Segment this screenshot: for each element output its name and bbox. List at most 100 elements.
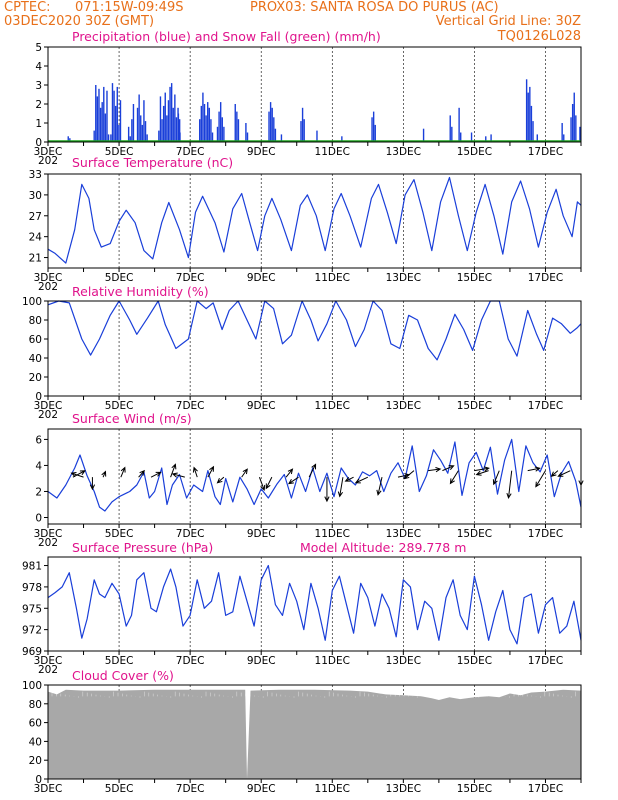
precip-bar [136,107,139,142]
wind-vector [192,466,198,478]
wind-vector [449,470,459,485]
wind-xtick-label: 13DEC [386,528,421,540]
wind-vector [428,467,442,473]
header-grid-line: Vertical Grid Line: 30Z [436,14,581,29]
precip-bar [422,128,425,142]
precip-bar [485,136,487,142]
precip-bar [146,134,148,142]
temperature-xtick-label: 3DEC [34,272,63,284]
cloud-frame [47,684,582,780]
cloud-ytick-label: 0 [35,774,42,786]
precip-bar [177,113,180,142]
precip-bar [159,96,162,142]
temperature-xtick-label: 9DEC [247,272,276,284]
precip-bar [573,92,575,142]
pressure-xtick-label: 3DEC [34,655,63,667]
header-model-id: TQ0126L028 [497,29,581,44]
pressure-frame [47,556,582,652]
wind-vector [376,477,383,496]
precip-xtick-label: 15DEC [457,146,492,158]
precip-bar [579,126,581,142]
precip-bar [98,88,100,142]
cloud-ytick-label: 60 [29,718,42,730]
precip-bar [449,115,451,142]
precip-bar [490,134,492,142]
temperature-line [47,176,582,264]
precip-bar [164,92,166,142]
pressure-xtick-label: 13DEC [386,655,421,667]
wind-ytick-label: 2 [35,486,42,498]
precip-bar [563,134,565,142]
wind-xtick-label: 7DEC [176,528,205,540]
precip-bar [570,117,572,142]
precip-bar [246,132,249,142]
precip-bar [174,94,176,142]
precip-bar [114,105,117,142]
wind-vector [492,470,500,486]
header-station: PROX03: SANTA ROSA DO PURUS (AC) [250,0,499,15]
humidity-panel: 0 20 40 60 80 100 3DEC 5DEC 7DEC 9DEC 11DEC 13DEC 15… [22,296,582,421]
precip-bar [274,128,277,142]
wind-xtick-label: 3DEC [34,528,63,540]
precip-bar [140,115,142,142]
wind-vector [241,468,248,478]
pressure-panel: 969 972 975 978 981 3DEC 5DEC 7DEC 9DEC 11DEC 13DE… [22,556,582,676]
precip-xtick-label: 5DEC [105,146,134,158]
humidity-xtick-label: 11DEC [315,400,350,412]
precip-bar [273,117,275,142]
wind-ytick-label: 4 [35,460,42,472]
precip-bar [199,119,201,142]
precip-bar [536,134,538,142]
humidity-xtick-label: 7DEC [176,400,205,412]
precip-bar [127,126,130,142]
wind-vector [550,470,559,478]
temperature-ytick-label: 33 [29,169,42,181]
precip-bar [301,107,304,142]
precip-bar [178,119,181,142]
precip-bar [93,130,95,142]
wind-vector [475,470,489,476]
wind-vector [287,476,299,485]
wind-vector [403,470,415,480]
precip-bar [300,121,302,142]
precip-bar [374,124,376,142]
wind-title: Surface Wind (m/s) [72,411,192,426]
precip-bar [202,92,204,142]
precip-bar [525,79,528,142]
pressure-xtick-label: 17DEC [528,655,563,667]
precip-bar [571,104,574,142]
humidity-xtick-label: 9DEC [247,400,276,412]
precip-bar [138,94,140,142]
cloud-ytick-label: 40 [29,736,42,748]
precip-bar [203,104,206,142]
precip-bar [99,107,102,142]
precip-bar [144,121,147,142]
precip-frame [47,46,582,143]
precip-bar [205,115,207,142]
precip-bar [219,102,222,142]
wind-vector [70,472,84,478]
wind-vector [101,470,107,478]
cloud-ytick-label: 20 [29,755,42,767]
temperature-ytick-label: 24 [29,232,43,244]
humidity-xtick-label: 3DEC [34,400,63,412]
wind-year-label: 202 [38,537,58,549]
precip-bar [161,119,163,142]
precip-bar [208,107,211,142]
precip-bar [129,136,131,142]
precip-bar [268,111,270,142]
precip-ytick-label: 5 [35,42,42,54]
humidity-line [47,300,582,361]
wind-frame [47,428,582,525]
temperature-ytick-label: 27 [29,211,42,223]
cloud-xtick-label: 13DEC [386,783,421,795]
temperature-xtick-label: 13DEC [386,272,421,284]
wind-line [47,438,582,512]
temperature-year-label: 202 [38,281,58,293]
temperature-xtick-label: 17DEC [528,272,563,284]
precip-bar [223,126,225,142]
precip-year-label: 202 [38,155,58,167]
precip-bar [119,100,122,142]
precip-bar [170,83,173,142]
precip-bar [460,132,462,142]
